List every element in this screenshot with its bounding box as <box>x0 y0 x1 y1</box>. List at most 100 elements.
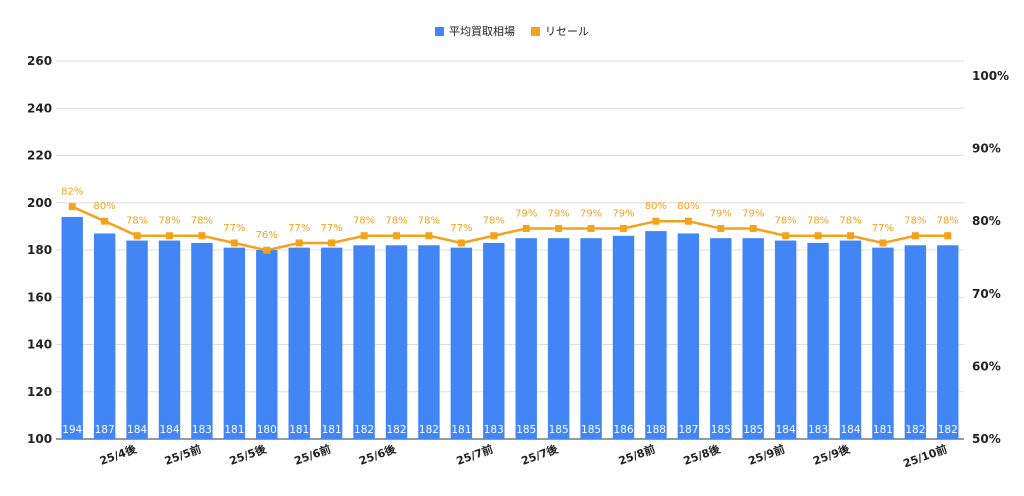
bar-value-label: 183 <box>808 424 828 436</box>
legend-bar-swatch <box>435 27 444 36</box>
line-point <box>587 224 595 232</box>
y-right-tick-label: 80% <box>972 214 1001 228</box>
line-value-label: 77% <box>223 223 245 234</box>
bar-value-label: 181 <box>224 424 244 436</box>
line-value-label: 78% <box>418 216 440 227</box>
line-point <box>328 239 336 247</box>
bar <box>580 238 602 439</box>
x-tick-label: 25/4後 <box>98 441 139 467</box>
x-tick-label: 25/5前 <box>162 442 202 468</box>
line-value-label: 78% <box>807 216 829 227</box>
bar <box>450 247 473 439</box>
bar-value-label: 182 <box>905 424 925 436</box>
line-value-label: 77% <box>450 223 472 234</box>
bar-value-label: 182 <box>938 424 958 436</box>
line-path <box>71 205 948 252</box>
bar <box>483 242 505 439</box>
line-value-label: 78% <box>126 216 148 227</box>
line-point <box>652 217 660 225</box>
line-point <box>620 224 627 232</box>
line-value-label: 78% <box>775 216 797 227</box>
line-value-label: 79% <box>742 208 764 219</box>
bar-value-label: 184 <box>776 424 796 436</box>
bar-value-label: 184 <box>840 424 860 436</box>
y-axis-right: 50% 60% 70% 80% 90% 100% <box>972 69 1009 446</box>
line-point <box>133 232 141 240</box>
line-value-label: 78% <box>353 216 375 227</box>
bar <box>93 233 116 439</box>
line-value-label: 79% <box>548 208 570 219</box>
bar <box>223 247 246 439</box>
line-value-label: 78% <box>937 216 959 227</box>
legend-line-label: リセール <box>545 25 589 38</box>
bar <box>547 238 570 439</box>
x-tick-label: 25/8前 <box>616 442 656 468</box>
line-value-label: 80% <box>645 201 667 212</box>
bar-value-label: 181 <box>873 424 893 436</box>
y-axis-left: 100 120 140 160 180 200 220 240 260 <box>27 54 52 446</box>
y-left-tick-label: 200 <box>27 196 52 210</box>
y-left-tick-label: 160 <box>27 290 52 304</box>
bar-value-label: 185 <box>581 424 601 436</box>
line-point <box>847 232 854 240</box>
y-right-tick-label: 70% <box>972 287 1001 301</box>
x-tick-label: 25/9前 <box>746 442 786 468</box>
y-left-tick-label: 220 <box>27 149 52 163</box>
line-point <box>393 232 400 240</box>
bar-value-label: 184 <box>159 424 179 436</box>
bar-value-label: 185 <box>743 424 763 436</box>
bar <box>710 238 732 439</box>
line-value-label: 78% <box>385 216 407 227</box>
bar-value-label: 185 <box>711 424 731 436</box>
line-point <box>490 232 498 240</box>
line-value-label: 80% <box>677 201 699 212</box>
x-tick-label: 25/7後 <box>519 441 560 467</box>
line-value-label: 82% <box>61 187 83 198</box>
legend-bar-label: 平均買取相場 <box>449 25 515 38</box>
bar-value-label: 182 <box>419 424 439 436</box>
bar <box>61 216 83 439</box>
bar-series: 194 187 184 184 183 181 180 181 181 182 182 182 181 1… <box>61 216 959 439</box>
line-value-label: 79% <box>710 208 732 219</box>
bar-value-label: 183 <box>484 424 504 436</box>
line-point <box>717 224 725 232</box>
bar-value-label: 180 <box>257 424 277 436</box>
bar <box>645 231 667 439</box>
line-point <box>101 217 109 225</box>
line-point <box>360 232 368 240</box>
y-right-tick-label: 60% <box>972 359 1001 373</box>
x-tick-label: 25/6前 <box>292 442 332 468</box>
line-value-label: 77% <box>288 223 310 234</box>
bar-value-label: 182 <box>354 424 374 436</box>
bar <box>839 240 862 439</box>
legend: 平均買取相場 リセール <box>435 25 589 38</box>
y-left-tick-label: 120 <box>27 385 52 399</box>
line-point <box>879 239 887 247</box>
bar <box>515 238 537 439</box>
y-left-tick-label: 240 <box>27 101 52 115</box>
x-axis: 25/4後 25/5前 25/5後 25/6前 25/6後 25/7前 25/7後 25/8前… <box>98 441 949 470</box>
x-tick-label: 25/8後 <box>681 441 722 467</box>
x-tick-label: 25/9後 <box>811 441 852 467</box>
bar-value-label: 181 <box>289 424 309 436</box>
bar <box>774 240 797 439</box>
line-point <box>230 239 238 247</box>
line-value-label: 77% <box>872 223 894 234</box>
x-tick-label: 25/5後 <box>227 441 268 467</box>
y-left-tick-label: 100 <box>27 432 52 446</box>
line-value-label: 76% <box>256 230 278 241</box>
bar-value-label: 185 <box>549 424 569 436</box>
bar-value-label: 181 <box>322 424 342 436</box>
bar-value-label: 185 <box>516 424 536 436</box>
bar <box>677 233 700 439</box>
bar-value-label: 184 <box>127 424 147 436</box>
x-tick-label: 25/7前 <box>454 442 494 468</box>
legend-line-swatch <box>531 27 540 36</box>
line-point <box>782 232 790 240</box>
line-point <box>944 232 952 240</box>
line-point <box>425 232 433 240</box>
bar <box>872 247 894 439</box>
line-point <box>166 232 173 240</box>
bar-value-label: 183 <box>192 424 212 436</box>
